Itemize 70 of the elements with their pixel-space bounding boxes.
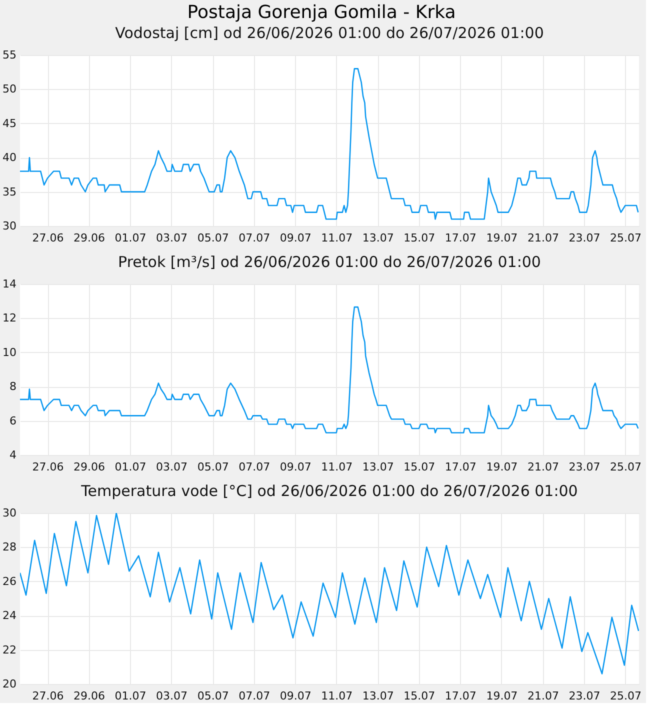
x-tick-label: 03.07 <box>156 690 188 702</box>
x-tick-label: 11.07 <box>321 690 353 702</box>
y-tick-label: 22 <box>2 643 16 656</box>
x-tick-label: 13.07 <box>362 460 394 474</box>
x-tick-label: 11.07 <box>321 460 353 474</box>
x-tick-label: 27.06 <box>32 690 64 702</box>
y-tick-label: 12 <box>2 312 16 325</box>
x-tick-label: 07.07 <box>238 460 270 474</box>
x-tick-label: 27.06 <box>32 460 64 474</box>
x-tick-label: 01.07 <box>114 460 146 474</box>
x-tick-label: 09.07 <box>280 232 312 244</box>
x-tick-label: 21.07 <box>527 460 559 474</box>
x-tick-label: 11.07 <box>321 232 353 244</box>
x-tick-label: 15.07 <box>404 460 436 474</box>
y-tick-label: 20 <box>2 678 16 690</box>
chart-title: Temperatura vode [°C] od 26/06/2026 01:00 do 26/07/2026 01:00 <box>80 482 578 500</box>
x-tick-label: 25.07 <box>610 232 642 244</box>
y-tick-label: 26 <box>2 574 16 588</box>
x-tick-label: 19.07 <box>486 690 518 702</box>
y-tick-label: 24 <box>2 609 16 622</box>
x-tick-label: 29.06 <box>74 460 106 474</box>
x-tick-label: 15.07 <box>404 690 436 702</box>
y-tick-label: 40 <box>2 151 16 164</box>
x-tick-label: 13.07 <box>362 232 394 244</box>
x-tick-label: 27.06 <box>32 232 64 244</box>
x-tick-label: 05.07 <box>197 690 229 702</box>
x-tick-label: 21.07 <box>527 690 559 702</box>
y-tick-label: 4 <box>10 448 16 462</box>
x-tick-label: 29.06 <box>74 690 106 702</box>
x-tick-label: 25.07 <box>610 690 642 702</box>
y-tick-label: 28 <box>2 540 16 554</box>
y-tick-label: 50 <box>2 82 16 96</box>
x-tick-label: 09.07 <box>280 690 312 702</box>
x-tick-label: 17.07 <box>444 690 476 702</box>
y-tick-label: 35 <box>2 185 16 198</box>
y-tick-label: 55 <box>2 48 16 62</box>
line-series <box>20 513 639 674</box>
x-tick-label: 09.07 <box>280 460 312 474</box>
x-tick-label: 05.07 <box>197 232 229 244</box>
x-tick-label: 23.07 <box>568 690 600 702</box>
x-tick-label: 15.07 <box>404 232 436 244</box>
x-tick-label: 25.07 <box>610 460 642 474</box>
line-series <box>20 68 639 220</box>
x-tick-label: 29.06 <box>74 232 106 244</box>
x-tick-label: 17.07 <box>444 232 476 244</box>
x-tick-label: 23.07 <box>568 460 600 474</box>
x-tick-label: 17.07 <box>444 460 476 474</box>
x-tick-label: 19.07 <box>486 232 518 244</box>
y-tick-label: 8 <box>10 380 16 394</box>
x-tick-label: 23.07 <box>568 232 600 244</box>
y-tick-label: 30 <box>2 506 16 520</box>
x-tick-label: 13.07 <box>362 690 394 702</box>
line-series <box>20 306 639 434</box>
x-tick-label: 03.07 <box>156 232 188 244</box>
y-tick-label: 6 <box>10 414 16 428</box>
chart-title: Postaja Gorenja Gomila - Krka <box>187 2 456 23</box>
x-tick-label: 03.07 <box>156 460 188 474</box>
x-tick-label: 05.07 <box>197 460 229 474</box>
y-tick-label: 10 <box>2 346 16 359</box>
y-tick-label: 14 <box>2 278 16 290</box>
y-tick-label: 30 <box>2 220 16 232</box>
x-tick-label: 19.07 <box>486 460 518 474</box>
x-tick-label: 07.07 <box>238 690 270 702</box>
y-tick-label: 45 <box>2 116 16 130</box>
x-tick-label: 07.07 <box>238 232 270 244</box>
chart-title: Pretok [m³/s] od 26/06/2026 01:00 do 26/07/2026 01:00 <box>118 253 541 271</box>
chart-subtitle: Vodostaj [cm] od 26/06/2026 01:00 do 26/07/2026 01:00 <box>115 24 544 42</box>
x-tick-label: 01.07 <box>114 690 146 702</box>
x-tick-label: 01.07 <box>114 232 146 244</box>
x-tick-label: 21.07 <box>527 232 559 244</box>
